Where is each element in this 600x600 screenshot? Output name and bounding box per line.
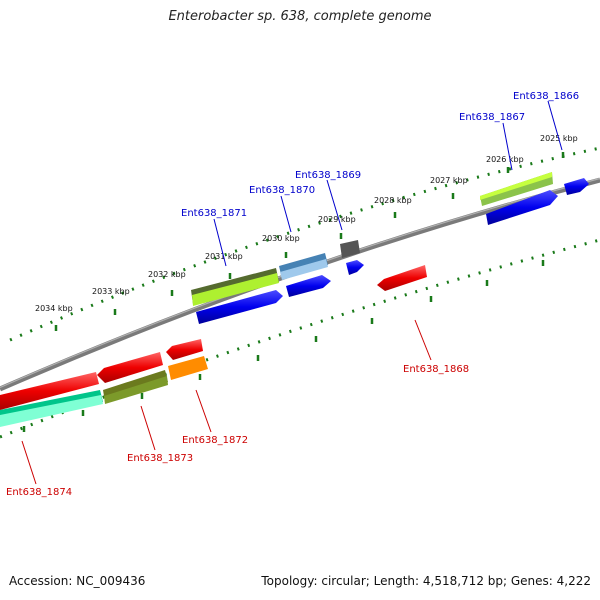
leader-line bbox=[140, 405, 156, 451]
leader-line bbox=[414, 319, 432, 361]
scale-label: 2033 kbp bbox=[92, 287, 130, 296]
gene-label-bottom[interactable]: Ent638_1873 bbox=[127, 453, 193, 464]
cds-arrow[interactable] bbox=[286, 275, 331, 297]
cds-arrow[interactable] bbox=[97, 352, 163, 383]
gene-label-top[interactable]: Ent638_1870 bbox=[249, 185, 315, 196]
gene-label-top[interactable]: Ent638_1866 bbox=[513, 91, 579, 102]
upper-scale-ring bbox=[9, 146, 600, 342]
gene-label-bottom[interactable]: Ent638_1868 bbox=[403, 364, 469, 375]
feature-ring-outer bbox=[0, 172, 553, 427]
cds-arrow[interactable] bbox=[377, 265, 427, 291]
cds-arrow[interactable] bbox=[486, 190, 558, 225]
upper-major-ticks bbox=[54, 152, 565, 331]
reverse-cds-track bbox=[0, 265, 427, 410]
scale-label: 2032 kbp bbox=[148, 270, 186, 279]
scale-label: 2026 kbp bbox=[486, 155, 524, 164]
lower-major-ticks bbox=[22, 260, 545, 432]
cds-arrow[interactable] bbox=[196, 290, 283, 324]
gene-label-top[interactable]: Ent638_1867 bbox=[459, 112, 525, 123]
cds-arrow[interactable] bbox=[346, 260, 364, 275]
scale-label: 2028 kbp bbox=[374, 196, 412, 205]
cds-arrow[interactable] bbox=[166, 339, 203, 360]
genome-summary-text: Topology: circular; Length: 4,518,712 bp… bbox=[261, 574, 591, 588]
scale-label: 2029 kbp bbox=[318, 215, 356, 224]
cds-arrow[interactable] bbox=[0, 372, 99, 410]
gene-label-bottom[interactable]: Ent638_1874 bbox=[6, 487, 72, 498]
gene-label-top[interactable]: Ent638_1871 bbox=[181, 208, 247, 219]
leader-line bbox=[502, 122, 513, 171]
lower-scale-ring bbox=[0, 238, 600, 439]
leader-line bbox=[280, 195, 292, 233]
scale-label: 2027 kbp bbox=[430, 176, 468, 185]
leader-line bbox=[213, 218, 227, 267]
scale-label: 2030 kbp bbox=[262, 234, 300, 243]
gene-label-top[interactable]: Ent638_1869 bbox=[295, 170, 361, 181]
leader-line bbox=[195, 389, 212, 433]
leader-line bbox=[547, 100, 563, 151]
leader-line bbox=[326, 179, 343, 231]
cds-arrow[interactable] bbox=[564, 178, 589, 195]
feature-block[interactable] bbox=[168, 356, 208, 380]
feature-block[interactable] bbox=[340, 240, 360, 258]
accession-text: Accession: NC_009436 bbox=[9, 574, 146, 588]
gene-label-bottom[interactable]: Ent638_1872 bbox=[182, 435, 248, 446]
leader-line bbox=[21, 440, 37, 485]
map-title: Enterobacter sp. 638, complete genome bbox=[168, 9, 432, 24]
scale-label: 2034 kbp bbox=[35, 304, 73, 313]
forward-cds-track bbox=[196, 178, 589, 324]
